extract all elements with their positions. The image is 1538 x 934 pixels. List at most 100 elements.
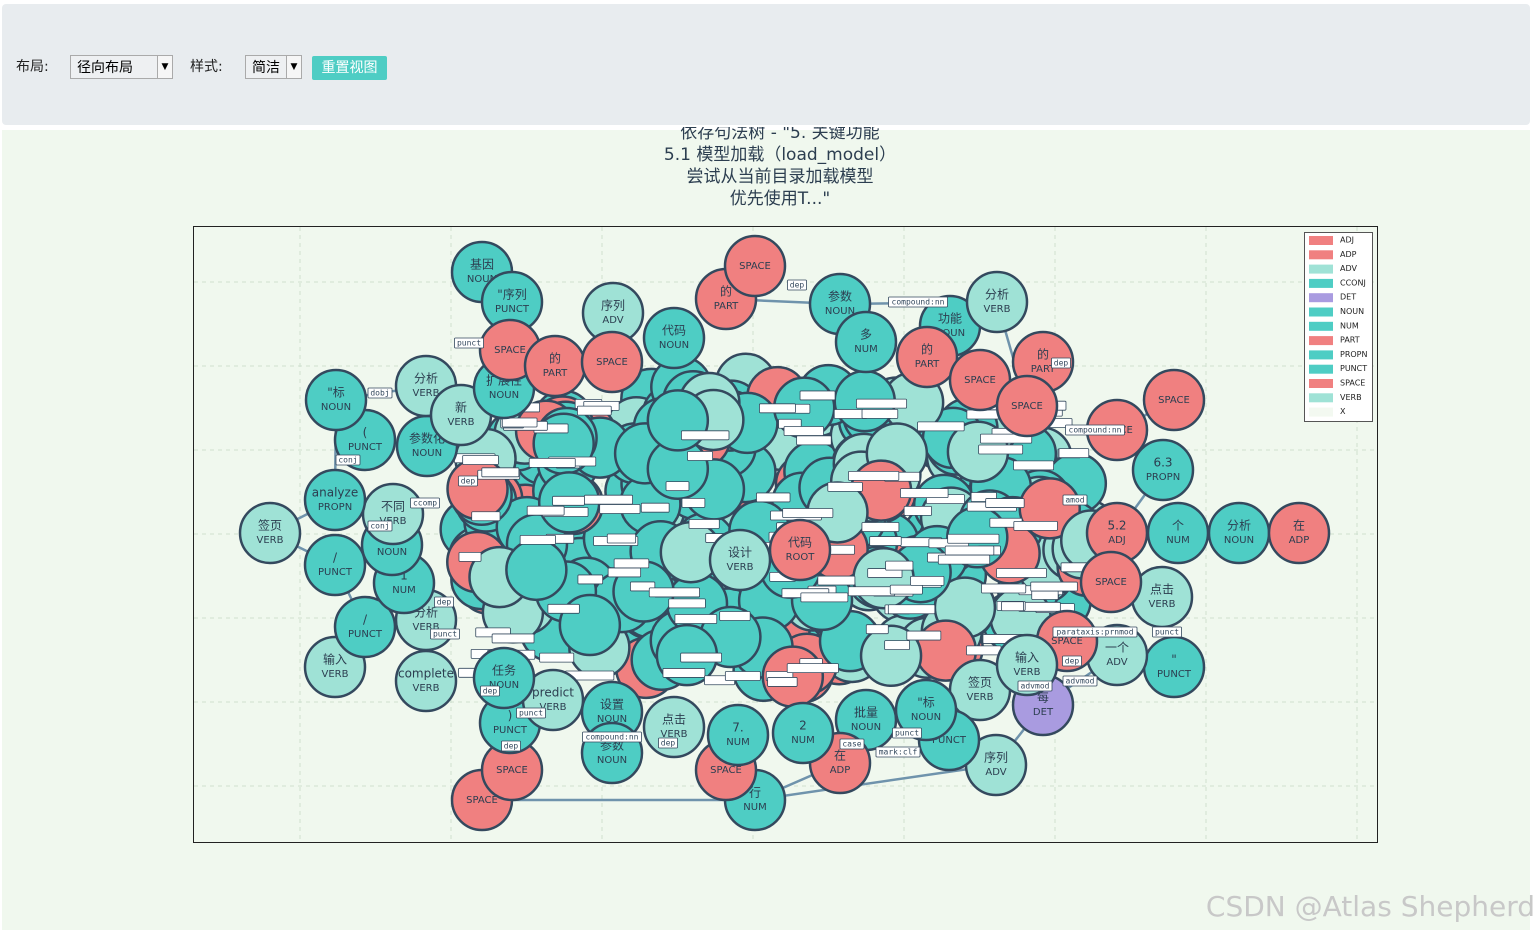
node-pos: VERB <box>661 729 688 740</box>
edge-label: dep <box>661 739 676 748</box>
node <box>580 330 644 394</box>
watermark: CSDN @Atlas Shepherd <box>1206 890 1535 923</box>
node-pos: SPACE <box>1011 401 1043 412</box>
node <box>1207 501 1271 565</box>
node-word: analyze <box>312 486 358 500</box>
node-pos: NOUN <box>851 722 881 733</box>
node-pos: NOUN <box>377 547 407 558</box>
edge-label-box <box>528 457 576 468</box>
edge-label: punct <box>519 709 543 718</box>
legend-swatch <box>1309 307 1333 317</box>
edge-label-box <box>1065 424 1125 436</box>
node-pos: NOUN <box>597 714 627 725</box>
node-pos: PUNCT <box>348 442 383 453</box>
reset-button[interactable]: 重置视图 <box>312 56 387 80</box>
node-word: / <box>333 551 338 565</box>
edge-label-box <box>981 583 1027 594</box>
legend-label: NOUN <box>1340 307 1364 316</box>
edge-label: conj <box>370 522 389 531</box>
node-pos: NOUN <box>911 712 941 723</box>
node-word: 序列 <box>984 750 1008 765</box>
edge-label: amod <box>1065 496 1084 505</box>
node <box>995 374 1059 438</box>
edge-label-box <box>1013 520 1058 531</box>
node-pos: NUM <box>791 735 814 746</box>
node <box>304 368 368 432</box>
edge-label-box <box>430 628 460 640</box>
edge-label-box <box>885 560 914 571</box>
edge-label-box <box>980 433 1033 444</box>
legend-label: ADJ <box>1340 236 1354 245</box>
graph-title: 5.1 模型加载（load_model） <box>664 145 896 165</box>
style-select[interactable]: 简洁 ▼ <box>245 55 302 79</box>
legend-label: NUM <box>1340 321 1359 330</box>
edge-label-box <box>674 614 718 624</box>
edge-label: advmod <box>1021 682 1050 691</box>
edge-label: compound:nn <box>1069 426 1122 435</box>
edge-label-box <box>1058 448 1090 459</box>
node <box>834 310 898 374</box>
node <box>238 501 302 565</box>
edge-label-box <box>966 645 1002 656</box>
node-pos: ADV <box>1106 657 1127 668</box>
node <box>965 270 1029 334</box>
node-pos: SPACE <box>1095 577 1127 588</box>
edge-label-box <box>688 519 720 529</box>
node-pos: VERB <box>413 683 440 694</box>
edge-label-box <box>985 498 1025 508</box>
legend-label: CCONJ <box>1340 278 1366 287</box>
edge-label: punct <box>895 729 919 738</box>
node-pos: SPACE <box>1051 636 1083 647</box>
edge-label-box <box>501 740 521 752</box>
edge-label-box <box>607 567 642 578</box>
edge-label-box <box>884 640 910 650</box>
node <box>642 306 706 370</box>
node-pos: VERB <box>322 669 349 680</box>
edge-label-box <box>526 505 565 516</box>
edge-label-box <box>887 604 936 615</box>
legend-swatch <box>1309 336 1333 346</box>
node-pos: PUNCT <box>495 304 530 315</box>
node-pos: PUNCT <box>348 629 383 640</box>
edge-label-box <box>944 545 995 556</box>
node-pos: NOUN <box>597 755 627 766</box>
layout-select[interactable]: 径向布局 ▼ <box>70 55 173 79</box>
edge-label-box <box>892 727 922 739</box>
node-word: 输入 <box>323 652 347 667</box>
edge-label-box <box>782 508 834 518</box>
edge-label-box <box>367 520 393 532</box>
edge-label-box <box>917 421 965 432</box>
edge-label-box <box>937 554 991 565</box>
node-pos: NOUN <box>825 306 855 317</box>
node-pos: ADP <box>1289 535 1310 546</box>
node <box>646 389 710 452</box>
node-word: 参数 <box>828 289 852 304</box>
edge-label-box <box>910 575 945 586</box>
node-word: " <box>1171 653 1177 667</box>
node-pos: NOUN <box>321 402 351 413</box>
node-word: 分析 <box>1227 519 1251 533</box>
node-pos: VERB <box>257 535 284 546</box>
node-word: "标 <box>917 696 935 710</box>
node-pos: VERB <box>967 692 994 703</box>
edge-label-box <box>539 652 575 663</box>
edge-label-box <box>906 630 942 641</box>
node-word: 新 <box>455 400 467 415</box>
node-word: 代码 <box>788 536 812 550</box>
edge-label-box <box>458 551 482 562</box>
node-word: "标 <box>327 386 345 400</box>
edge-label-box <box>668 598 706 609</box>
node <box>1142 635 1206 699</box>
edge-label-box <box>582 731 642 743</box>
edge-label: dep <box>1054 359 1069 368</box>
node-pos: NOUN <box>659 340 689 351</box>
edge-label: ccomp <box>413 499 437 508</box>
node-pos: NUM <box>743 802 766 813</box>
node-word: 输入 <box>1015 650 1039 665</box>
legend-label: PROPN <box>1340 350 1368 359</box>
node-pos: PART <box>1031 364 1056 375</box>
node-pos: PUNCT <box>932 735 967 746</box>
edge-label-box <box>491 633 535 644</box>
edge-label-box <box>889 584 923 595</box>
edge-label-box <box>519 534 556 545</box>
